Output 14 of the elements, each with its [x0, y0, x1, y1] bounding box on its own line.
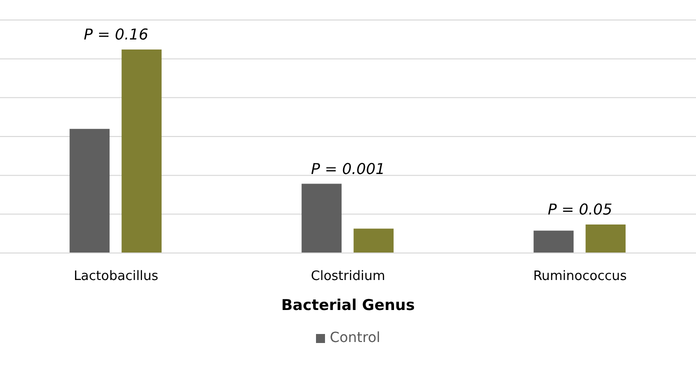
bar	[302, 184, 342, 253]
bar	[586, 224, 626, 253]
x-tick-label: Clostridium	[310, 269, 386, 284]
bar	[534, 230, 574, 253]
bar	[354, 228, 394, 253]
x-axis-title: Bacterial Genus	[281, 296, 415, 314]
text: P = 0.16	[84, 26, 148, 44]
annotation: P = 0.001	[310, 160, 386, 178]
x-tick-label: Ruminococcus	[533, 269, 627, 284]
legend-label: Control	[328, 330, 380, 346]
bar	[70, 128, 110, 253]
annotation: P = 0.05	[548, 200, 612, 219]
bar	[122, 50, 162, 253]
x-tick-label: Lactobacillus	[74, 269, 159, 284]
